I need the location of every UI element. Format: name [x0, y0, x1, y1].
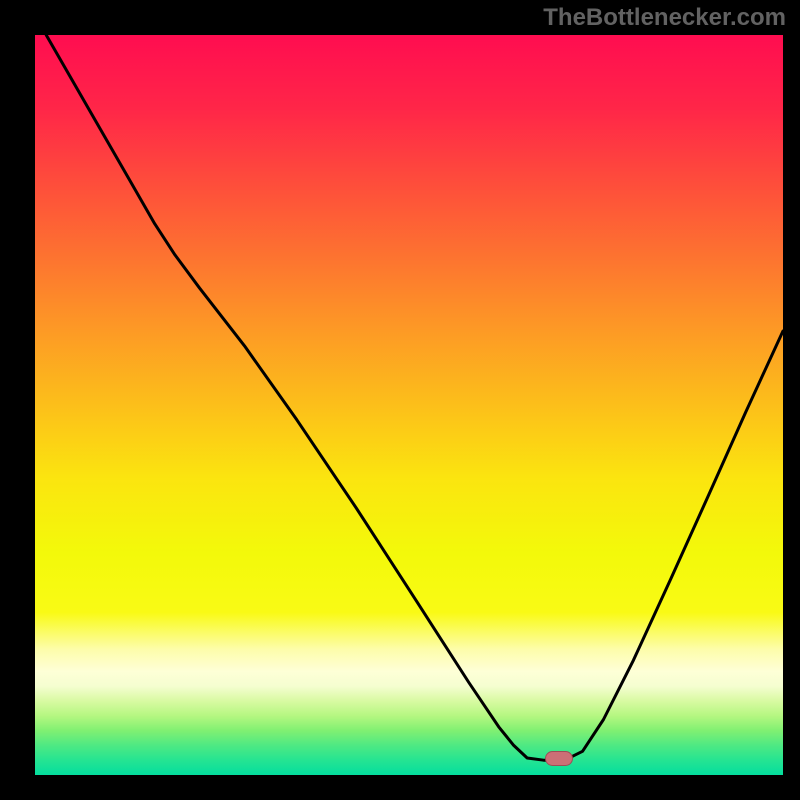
optimum-marker-svg — [545, 751, 573, 766]
chart-container: TheBottlenecker.com — [0, 0, 800, 800]
optimum-marker — [545, 751, 573, 766]
plot-area — [35, 35, 783, 775]
watermark-text: TheBottlenecker.com — [543, 4, 786, 32]
plot-svg — [35, 35, 783, 775]
